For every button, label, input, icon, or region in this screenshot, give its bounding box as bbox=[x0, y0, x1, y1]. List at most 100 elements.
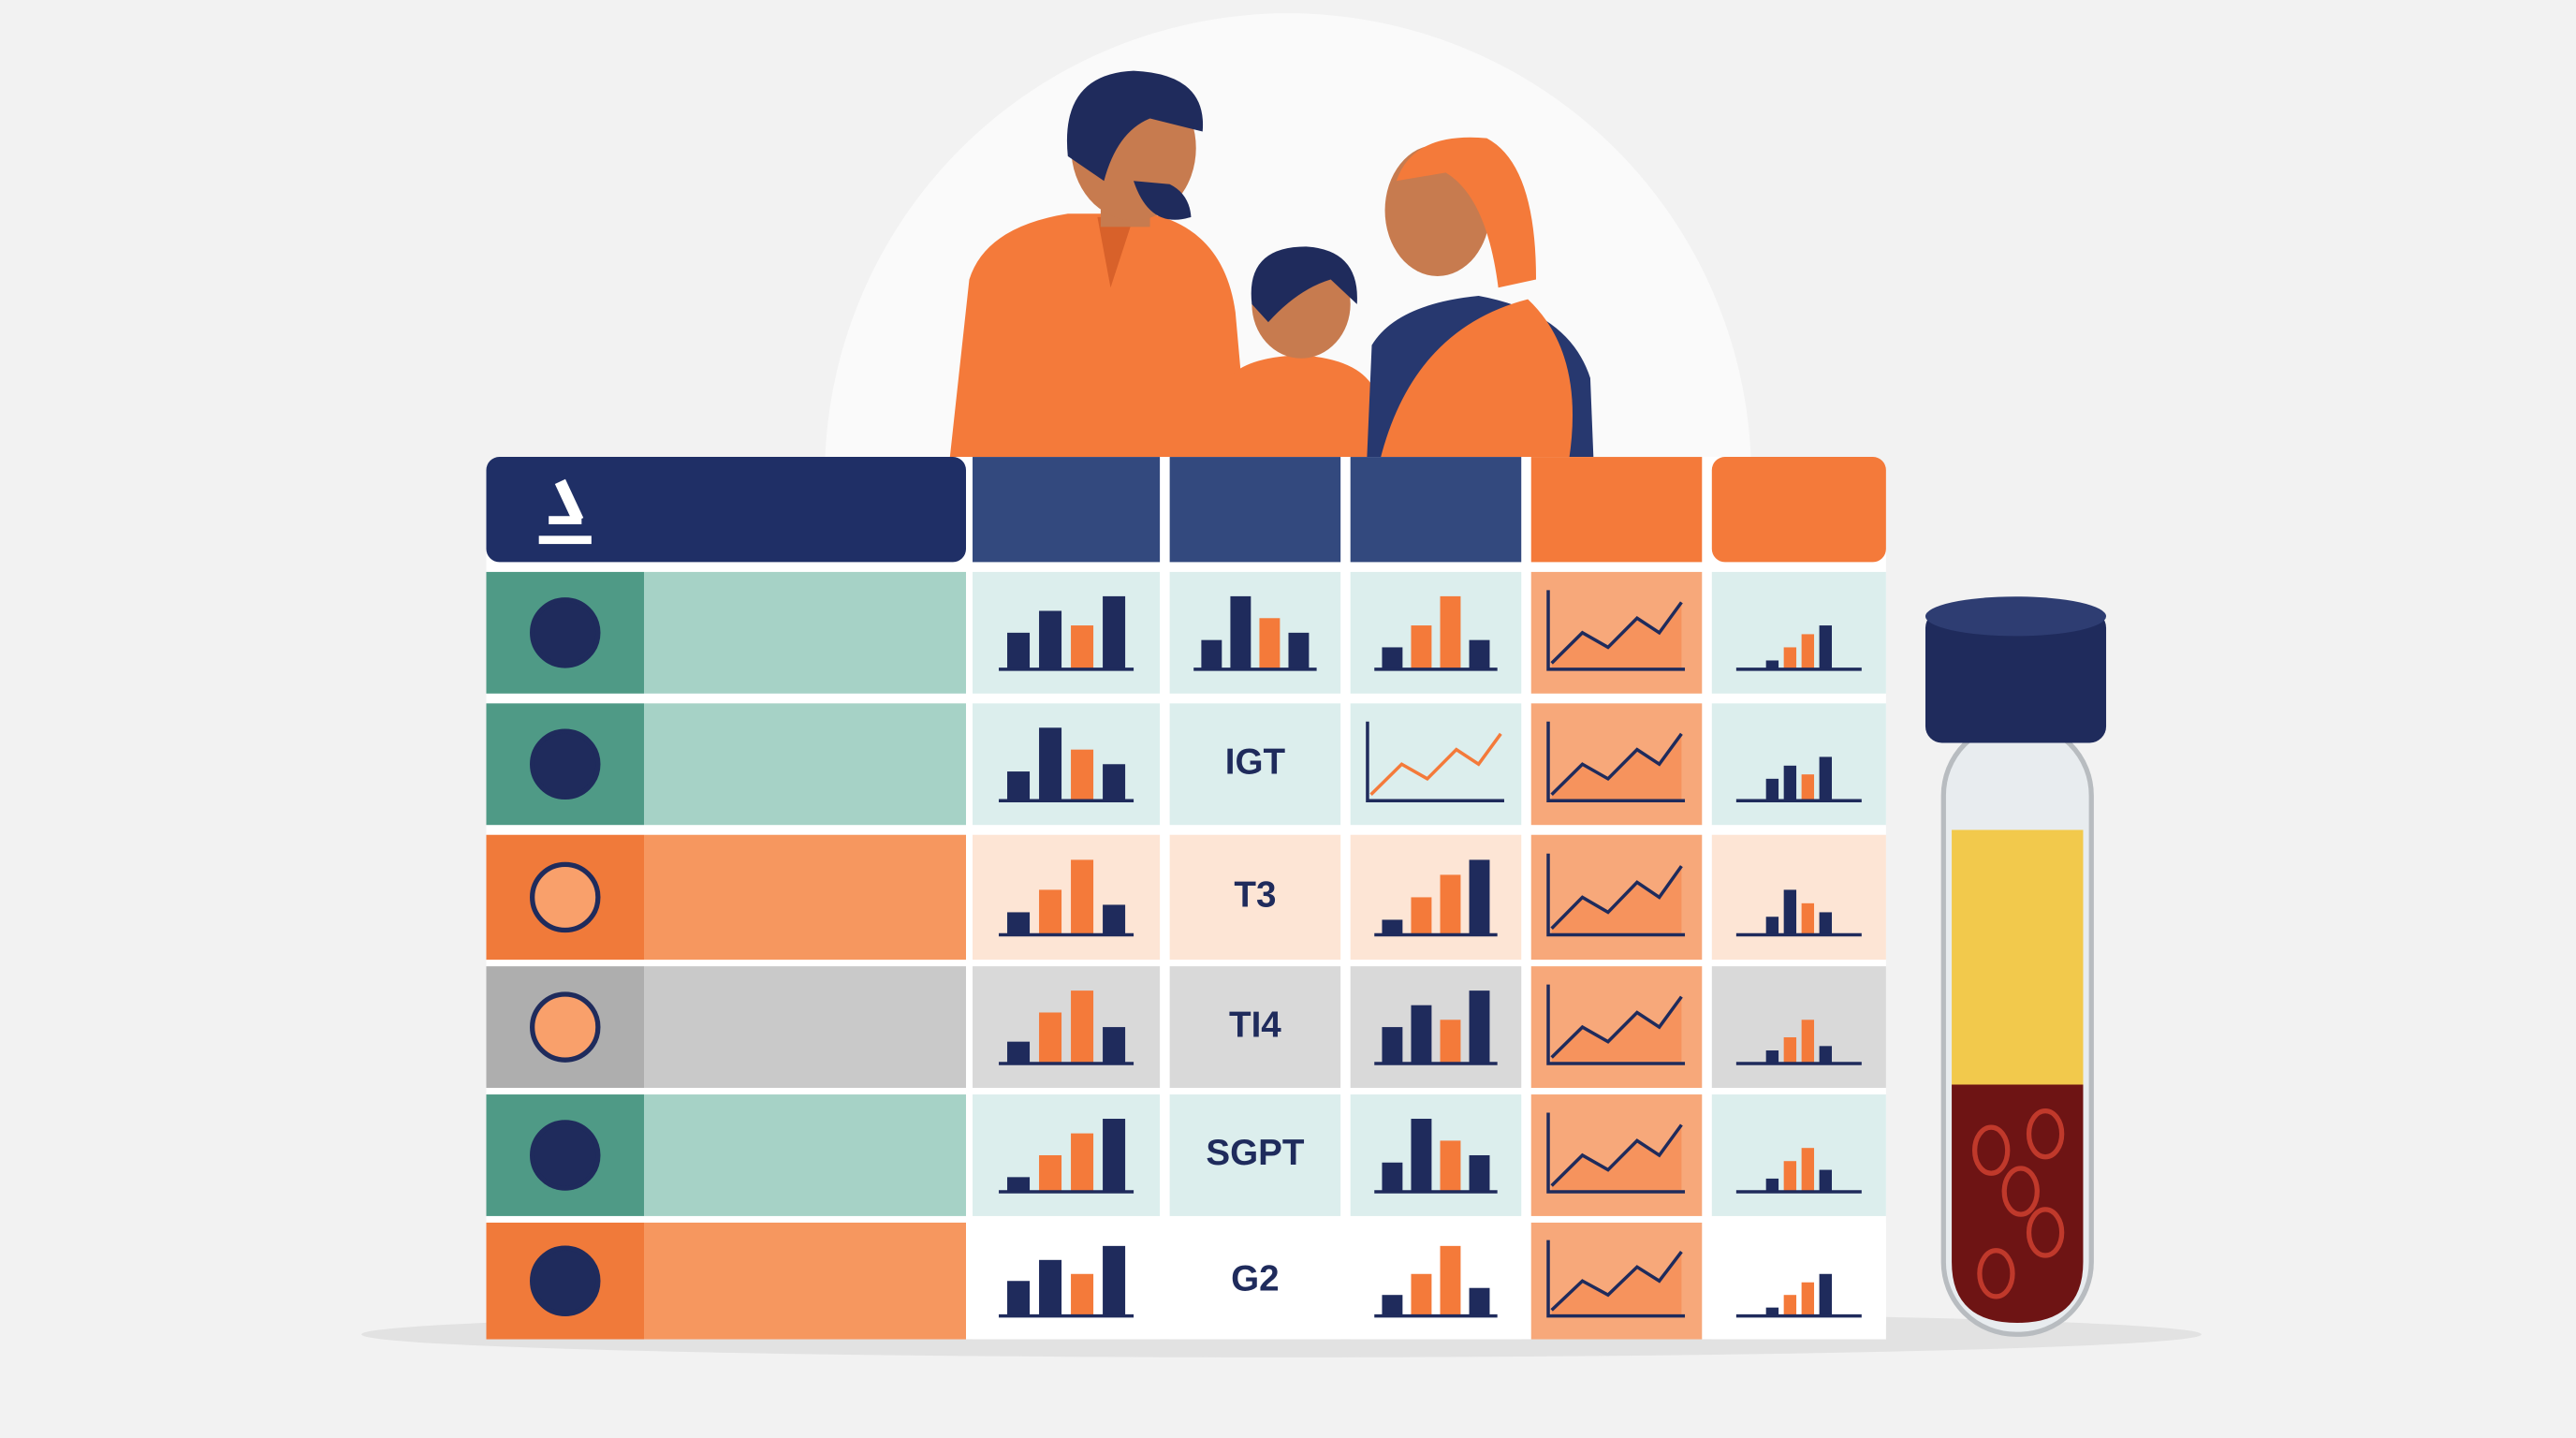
data-cell bbox=[1530, 1094, 1703, 1216]
mini-bar bbox=[1440, 1020, 1461, 1064]
header-cell bbox=[1169, 457, 1341, 563]
mini-bar bbox=[1007, 912, 1031, 935]
mini-bar bbox=[1071, 1133, 1094, 1192]
mini-bar bbox=[1469, 1287, 1490, 1316]
test-code: G2 bbox=[1231, 1258, 1280, 1299]
mini-bar bbox=[1783, 647, 1797, 669]
mini-line bbox=[1369, 732, 1502, 796]
mini-bar bbox=[1103, 1119, 1126, 1192]
family bbox=[949, 70, 1594, 461]
mini-bar bbox=[1411, 625, 1432, 669]
mini-bar bbox=[1440, 1245, 1461, 1316]
microscope-stage bbox=[549, 516, 582, 525]
mini-axis bbox=[1546, 590, 1686, 671]
label-cell bbox=[644, 703, 966, 826]
data-cell bbox=[1530, 834, 1703, 961]
data-cell bbox=[1169, 1094, 1341, 1216]
mini-line bbox=[1550, 995, 1683, 1059]
data-cell bbox=[1350, 1094, 1522, 1216]
mini-bar bbox=[1765, 917, 1779, 935]
header-cell bbox=[1530, 457, 1703, 563]
data-cell bbox=[1711, 571, 1886, 694]
mini-area bbox=[1551, 866, 1682, 935]
mini-bar bbox=[1783, 1161, 1797, 1192]
mini-bar bbox=[1765, 1050, 1779, 1064]
mini-bar bbox=[1071, 859, 1094, 935]
mini-bar bbox=[1765, 1307, 1779, 1316]
data-cell bbox=[1169, 1222, 1341, 1340]
data-cell bbox=[1350, 703, 1522, 826]
mini-bar bbox=[1007, 1177, 1031, 1192]
mini-line bbox=[1550, 1123, 1683, 1187]
man-collar bbox=[1097, 216, 1134, 288]
mini-bar bbox=[1801, 774, 1815, 801]
mini-line bbox=[1550, 865, 1683, 931]
mini-axis bbox=[1546, 721, 1686, 802]
data-cell bbox=[973, 834, 1161, 961]
mini-bar bbox=[1103, 764, 1126, 801]
data-cell bbox=[1350, 1222, 1522, 1340]
header-cell bbox=[1350, 457, 1522, 563]
mini-bar bbox=[1783, 765, 1797, 801]
mini-bar bbox=[1819, 1169, 1832, 1192]
mini-bar bbox=[1103, 1245, 1126, 1316]
data-cell bbox=[1350, 834, 1522, 961]
man-body bbox=[949, 213, 1249, 461]
woman-veil bbox=[1396, 137, 1537, 288]
mini-bar bbox=[1071, 625, 1094, 669]
blood-cell bbox=[1971, 1124, 2011, 1176]
mini-bar bbox=[1801, 1148, 1815, 1192]
mini-bar bbox=[1039, 727, 1062, 801]
mini-bar bbox=[1819, 756, 1832, 801]
mini-bar bbox=[1230, 595, 1251, 669]
mini-axis bbox=[1546, 1240, 1686, 1318]
mini-bar bbox=[1071, 1273, 1094, 1316]
mini-bar bbox=[1382, 919, 1403, 935]
header-cell bbox=[973, 457, 1161, 563]
mini-bar bbox=[1103, 1027, 1126, 1064]
woman-sari bbox=[1380, 299, 1573, 461]
header-cell bbox=[486, 457, 966, 563]
test-code: T3 bbox=[1234, 875, 1276, 916]
label-cell bbox=[644, 1222, 966, 1340]
data-cell bbox=[1711, 1094, 1886, 1216]
mini-bar bbox=[1382, 1295, 1403, 1316]
mini-bar bbox=[1801, 1282, 1815, 1316]
mini-bar bbox=[1440, 1140, 1461, 1192]
mini-line bbox=[1550, 601, 1683, 665]
microscope-icon bbox=[538, 478, 592, 545]
mini-bar bbox=[1382, 1162, 1403, 1192]
blood-cell bbox=[2026, 1108, 2065, 1160]
label-cell bbox=[644, 966, 966, 1089]
mini-bar bbox=[1259, 618, 1281, 669]
organ-icon bbox=[530, 728, 601, 800]
mini-bar bbox=[1765, 660, 1779, 669]
tube-cap bbox=[1925, 611, 2107, 743]
blood-cell bbox=[2001, 1166, 2040, 1217]
mini-bar bbox=[1469, 639, 1490, 669]
label-cell bbox=[644, 1094, 966, 1216]
mini-bar bbox=[1201, 639, 1222, 669]
man-beard bbox=[1134, 181, 1192, 220]
data-cell bbox=[1169, 571, 1341, 694]
mini-bar bbox=[1469, 859, 1490, 935]
red-cells bbox=[1952, 1084, 2084, 1323]
organ-icon bbox=[530, 1245, 601, 1316]
mini-bar bbox=[1440, 874, 1461, 935]
header-cell bbox=[1711, 457, 1886, 563]
test-code: SGPT bbox=[1206, 1133, 1305, 1173]
mini-bar bbox=[1103, 595, 1126, 669]
data-cell bbox=[1530, 703, 1703, 826]
organ-icon bbox=[530, 1120, 601, 1191]
child-body bbox=[1215, 355, 1383, 461]
mini-bar bbox=[1469, 1154, 1490, 1192]
mini-bar bbox=[1469, 990, 1490, 1064]
mini-bar bbox=[1801, 634, 1815, 669]
blood-cell bbox=[2026, 1207, 2065, 1258]
mini-area bbox=[1551, 602, 1682, 669]
mini-bar bbox=[1411, 1119, 1432, 1192]
mini-bar bbox=[1071, 990, 1094, 1064]
mini-bar bbox=[1007, 1041, 1031, 1064]
label-cell bbox=[644, 834, 966, 961]
